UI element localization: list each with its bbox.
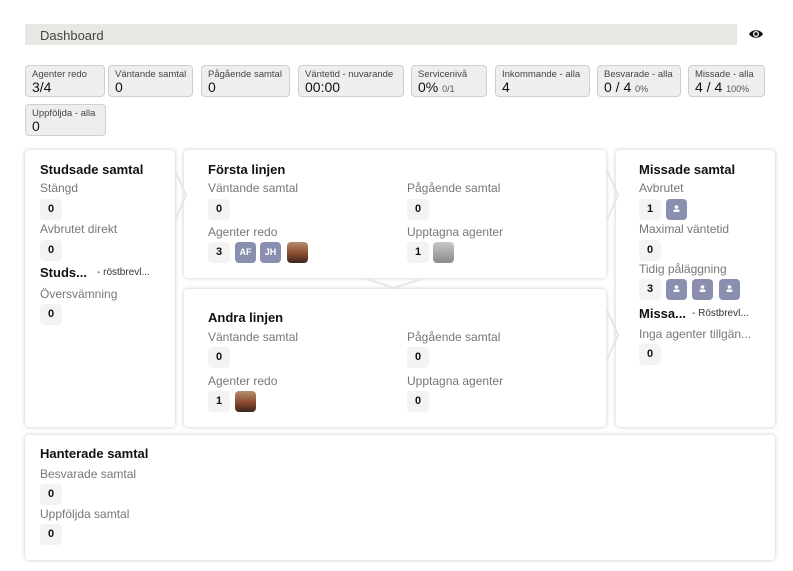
panel-title: Missade samtal bbox=[639, 162, 736, 177]
stat-label: Pågående samtal bbox=[208, 69, 282, 80]
first-line-panel: Första linjen Väntande samtal 0 Pågående… bbox=[184, 150, 606, 278]
stat-value: 0 bbox=[208, 79, 216, 95]
ongoing-label: Pågående samtal bbox=[407, 330, 501, 344]
followed-label: Uppföljda samtal bbox=[40, 507, 130, 521]
anonymous-caller-avatar[interactable] bbox=[666, 279, 687, 300]
anonymous-caller-avatar[interactable] bbox=[666, 199, 687, 220]
person-icon bbox=[673, 285, 680, 292]
voicemail-title: Studs... bbox=[40, 265, 87, 280]
panel-title: Första linjen bbox=[208, 162, 286, 177]
early-hangup-label: Tidig påläggning bbox=[639, 262, 727, 276]
stat-value: 0 bbox=[115, 79, 123, 95]
page-title: Dashboard bbox=[40, 28, 104, 43]
abandoned-label: Avbrutet direkt bbox=[40, 222, 118, 236]
stat-label: Väntande samtal bbox=[115, 69, 187, 80]
ready-count: 3 bbox=[208, 242, 230, 263]
stat-waiting: Väntande samtal 0 bbox=[108, 65, 193, 97]
eye-icon[interactable] bbox=[748, 27, 764, 41]
ready-label: Agenter redo bbox=[208, 374, 278, 388]
agent-avatar[interactable]: AF bbox=[235, 242, 256, 263]
stat-wait-time: Väntetid - nuvarande 00:00 bbox=[298, 65, 404, 97]
handled-calls-panel: Hanterade samtal Besvarade samtal 0 Uppf… bbox=[25, 435, 775, 560]
stat-value: 4 bbox=[502, 79, 510, 95]
max-wait-label: Maximal väntetid bbox=[639, 222, 730, 236]
waiting-label: Väntande samtal bbox=[208, 181, 299, 195]
busy-label: Upptagna agenter bbox=[407, 374, 504, 388]
stat-followed-up: Uppföljda - alla 0 bbox=[25, 104, 106, 136]
stat-label: Väntetid - nuvarande bbox=[305, 69, 394, 80]
waiting-count: 0 bbox=[208, 347, 230, 368]
followed-count: 0 bbox=[40, 524, 62, 545]
answered-count: 0 bbox=[40, 484, 62, 505]
dashboard-header: Dashboard bbox=[25, 24, 737, 45]
stat-value: 0 bbox=[32, 118, 40, 134]
stat-incoming: Inkommande - alla 4 bbox=[495, 65, 590, 97]
panel-title: Studsade samtal bbox=[40, 162, 144, 177]
voicemail-subtitle: - Röstbrevl... bbox=[692, 308, 749, 319]
panel-title: Hanterade samtal bbox=[40, 446, 149, 461]
anonymous-caller-avatar[interactable] bbox=[719, 279, 740, 300]
ready-label: Agenter redo bbox=[208, 225, 278, 239]
early-hangup-count: 3 bbox=[639, 279, 661, 300]
stat-agents-ready: Agenter redo 3/4 bbox=[25, 65, 105, 97]
waiting-label: Väntande samtal bbox=[208, 330, 299, 344]
answered-label: Besvarade samtal bbox=[40, 467, 137, 481]
person-icon bbox=[699, 285, 706, 292]
no-agents-count: 0 bbox=[639, 344, 661, 365]
busy-count: 0 bbox=[407, 391, 429, 412]
ongoing-count: 0 bbox=[407, 347, 429, 368]
ongoing-count: 0 bbox=[407, 199, 429, 220]
abandoned-count: 1 bbox=[639, 199, 661, 220]
person-icon bbox=[673, 205, 680, 212]
missed-calls-panel: Missade samtal Avbrutet 1 Maximal väntet… bbox=[616, 150, 775, 427]
stat-label: Besvarade - alla bbox=[604, 69, 673, 80]
waiting-count: 0 bbox=[208, 199, 230, 220]
busy-count: 1 bbox=[407, 242, 429, 263]
stat-label: Inkommande - alla bbox=[502, 69, 581, 80]
abandoned-count: 0 bbox=[40, 240, 62, 261]
stat-ongoing: Pågående samtal 0 bbox=[201, 65, 290, 97]
voicemail-title: Missa... bbox=[639, 306, 686, 321]
stat-answered: Besvarade - alla 0 / 4 0% bbox=[597, 65, 681, 97]
panel-title: Andra linjen bbox=[208, 310, 284, 325]
closed-label: Stängd bbox=[40, 181, 79, 195]
ongoing-label: Pågående samtal bbox=[407, 181, 501, 195]
ready-count: 1 bbox=[208, 391, 230, 412]
closed-count: 0 bbox=[40, 199, 62, 220]
agent-avatar-photo[interactable] bbox=[287, 242, 308, 263]
overflow-count: 0 bbox=[40, 304, 62, 325]
anonymous-caller-avatar[interactable] bbox=[692, 279, 713, 300]
stat-service-level: Servicenivå 0% 0/1 bbox=[411, 65, 487, 97]
stat-value: 00:00 bbox=[305, 79, 341, 95]
agent-avatar[interactable]: JH bbox=[260, 242, 281, 263]
stat-value: 0 / 4 0% bbox=[604, 79, 649, 95]
agent-avatar-photo[interactable] bbox=[235, 391, 256, 412]
stat-label: Uppföljda - alla bbox=[32, 108, 96, 119]
stat-missed: Missade - alla 4 / 4 100% bbox=[688, 65, 765, 97]
max-wait-count: 0 bbox=[639, 240, 661, 261]
no-agents-label: Inga agenter tillgän... bbox=[639, 327, 752, 341]
stat-label: Missade - alla bbox=[695, 69, 754, 80]
bounced-calls-panel: Studsade samtal Stängd 0 Avbrutet direkt… bbox=[25, 150, 175, 427]
stat-value: 4 / 4 100% bbox=[695, 79, 750, 95]
abandoned-label: Avbrutet bbox=[639, 181, 684, 195]
person-icon bbox=[726, 285, 733, 292]
stat-label: Agenter redo bbox=[32, 69, 87, 80]
stat-label: Servicenivå bbox=[418, 69, 468, 80]
stat-value: 3/4 bbox=[32, 79, 52, 95]
voicemail-subtitle: - röstbrevl... bbox=[97, 267, 150, 278]
second-line-panel: Andra linjen Väntande samtal 0 Pågående … bbox=[184, 289, 606, 427]
agent-avatar-photo[interactable] bbox=[433, 242, 454, 263]
overflow-label: Översvämning bbox=[40, 287, 118, 301]
busy-label: Upptagna agenter bbox=[407, 225, 504, 239]
stat-value: 0% 0/1 bbox=[418, 79, 455, 95]
